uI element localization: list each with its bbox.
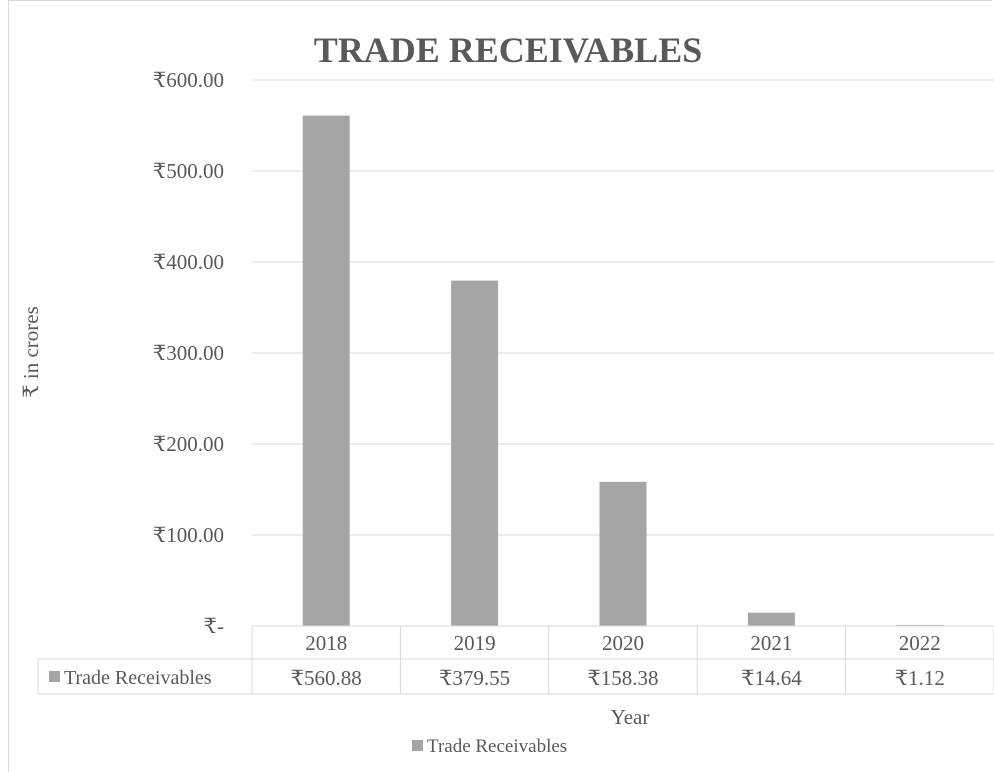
bar-2018 (302, 115, 350, 627)
y-tick-label: ₹200.00 (153, 432, 224, 456)
x-tick-label: 2019 (454, 631, 496, 655)
y-tick-label: ₹400.00 (153, 250, 224, 274)
bars (302, 115, 944, 627)
y-tick-label: ₹300.00 (153, 341, 224, 365)
y-tick-labels: ₹- ₹100.00 ₹200.00 ₹300.00 ₹400.00 ₹500.00 ₹60… (153, 68, 224, 638)
gridlines (252, 79, 994, 536)
data-table-value: ₹560.88 (291, 666, 362, 690)
legend: Trade Receivables (412, 736, 567, 757)
x-tick-label: 2022 (899, 631, 941, 655)
y-tick-label: ₹100.00 (153, 523, 224, 547)
legend-label: Trade Receivables (427, 736, 567, 757)
bar-2019 (451, 280, 499, 626)
data-table-value: ₹14.64 (741, 666, 802, 690)
x-tick-label: 2020 (602, 631, 644, 655)
x-tick-label: 2021 (750, 631, 792, 655)
data-table-value: ₹1.12 (895, 666, 945, 690)
data-table: 2018 ₹560.88 2019 ₹379.55 2020 ₹158.38 2021 ₹14… (37, 625, 994, 695)
bar-2021 (747, 612, 795, 626)
y-tick-label: ₹- (204, 614, 224, 638)
y-tick-label: ₹500.00 (153, 159, 224, 183)
x-tick-label: 2018 (305, 631, 347, 655)
bar-2022 (896, 624, 944, 626)
x-axis-label: Year (611, 705, 650, 729)
chart-frame (8, 0, 992, 772)
y-tick-label: ₹600.00 (153, 68, 224, 92)
legend-swatch (412, 740, 423, 751)
y-axis-label: ₹ in crores (19, 306, 43, 398)
data-table-series-name: Trade Receivables (64, 667, 212, 689)
chart-title: TRADE RECEIVABLES (314, 30, 702, 70)
data-table-value: ₹158.38 (587, 666, 658, 690)
data-table-series-swatch (49, 671, 60, 682)
data-table-value: ₹379.55 (439, 666, 510, 690)
bar-2020 (599, 481, 647, 626)
